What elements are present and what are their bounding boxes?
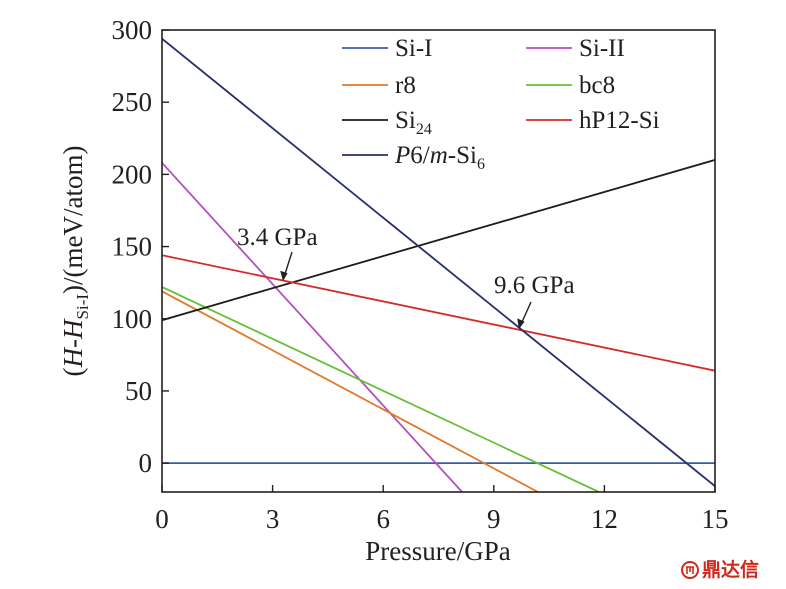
legend-label-bc8: bc8 <box>579 72 615 99</box>
annotation-arrowhead-9-6 <box>517 318 525 329</box>
legend-label-si1: Si-I <box>395 35 433 62</box>
legend-label-p6m: P6/m-Si6 <box>394 142 485 173</box>
x-tick-label: 0 <box>155 504 169 534</box>
y-tick-label: 250 <box>112 87 153 117</box>
x-tick-label: 9 <box>487 504 501 534</box>
series-line-si2 <box>162 162 463 492</box>
annotation-arrow-9-6 <box>521 301 532 323</box>
annotation-9-6-gpa: 9.6 GPa <box>494 272 575 299</box>
annotation-arrowhead-3-4 <box>280 270 288 281</box>
legend-label-r8: r8 <box>395 72 416 99</box>
x-tick-label: 15 <box>702 504 729 534</box>
legend-label-hp12: hP12-Si <box>579 107 660 134</box>
x-tick-label: 6 <box>376 504 390 534</box>
y-axis-title-h2: H <box>58 318 88 340</box>
series-line-bc8 <box>162 286 600 492</box>
series-line-si24 <box>162 159 715 322</box>
series-line-r8 <box>162 290 539 492</box>
series-line-hp12 <box>162 254 715 372</box>
y-axis-title-units: )/(meV/atom) <box>58 146 88 294</box>
y-tick-label: 0 <box>139 448 153 478</box>
series-line-p6m <box>162 38 715 487</box>
legend-label-si24: Si24 <box>395 107 432 138</box>
y-axis-title-open: ( <box>58 367 88 376</box>
y-tick-label: 300 <box>112 15 153 45</box>
annotation-3-4-gpa: 3.4 GPa <box>237 224 318 251</box>
y-axis-title: (H-HSi-I)/(meV/atom) <box>58 146 92 377</box>
watermark-ding-icon <box>681 561 699 579</box>
plot-frame <box>161 29 716 493</box>
legend-label-si2: Si-II <box>579 35 625 62</box>
watermark-text: 鼎达信 <box>702 559 760 581</box>
annotations: 3.4 GPa 9.6 GPa <box>237 224 575 329</box>
series-layer <box>162 38 715 492</box>
y-axis-title-subscript: Si-I <box>73 294 92 320</box>
y-tick-label: 200 <box>112 159 153 189</box>
x-tick-label: 3 <box>266 504 280 534</box>
y-tick-label: 100 <box>112 304 153 334</box>
x-tick-label: 12 <box>591 504 618 534</box>
x-axis-title: Pressure/GPa <box>365 536 510 566</box>
y-axis-title-h1: H <box>58 346 88 368</box>
y-tick-label: 150 <box>112 232 153 262</box>
annotation-arrow-3-4 <box>284 251 293 275</box>
y-axis-title-dash: - <box>58 339 88 348</box>
y-tick-label: 50 <box>125 376 152 406</box>
watermark-logo: 鼎达信 <box>681 555 759 582</box>
legend: Si-I Si-II r8 bc8 Si24 hP12-Si P6/m-Si6 <box>342 35 660 173</box>
